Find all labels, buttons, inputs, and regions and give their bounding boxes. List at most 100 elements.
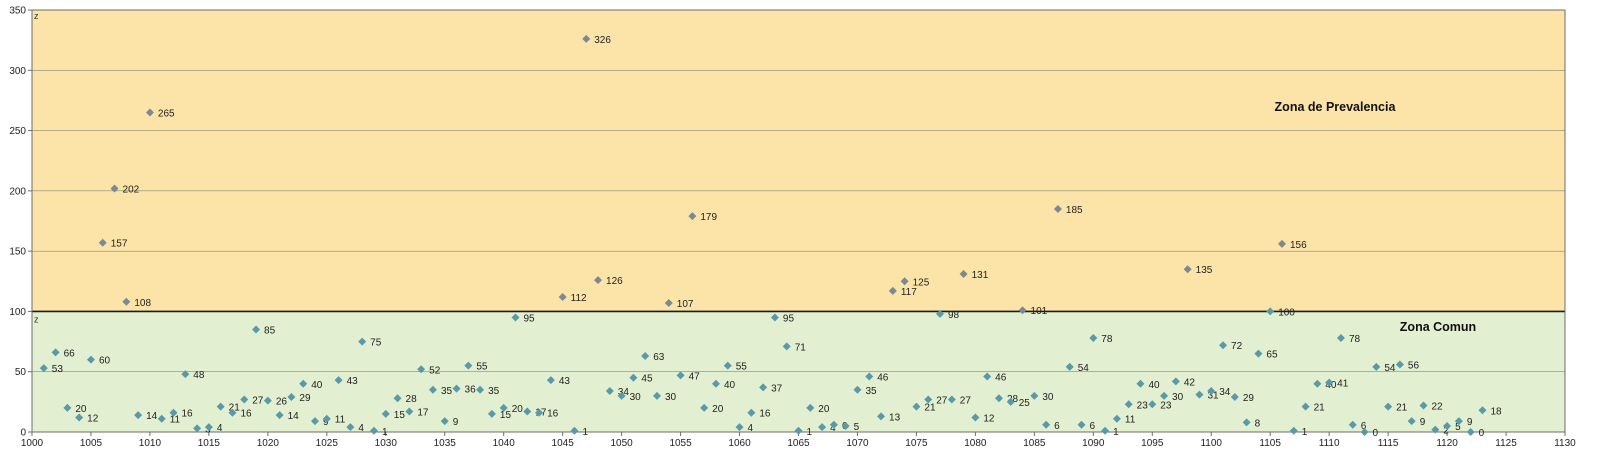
data-point (594, 276, 603, 285)
data-label: 71 (795, 342, 807, 353)
data-label: 21 (1396, 403, 1408, 414)
data-label: 11 (170, 415, 181, 426)
data-point (358, 337, 367, 346)
upper-zone-background (32, 10, 1565, 312)
data-label: 40 (724, 380, 736, 391)
data-point (1242, 418, 1251, 427)
data-point (983, 372, 992, 381)
data-label: 78 (1101, 334, 1113, 345)
data-point (1230, 393, 1239, 402)
data-point (1372, 362, 1381, 371)
data-point (193, 424, 202, 433)
data-label: 29 (1243, 393, 1255, 404)
y-tick-label: 0 (20, 428, 26, 439)
data-label: 100 (1278, 307, 1295, 318)
data-label: 16 (759, 409, 771, 420)
data-label: 46 (995, 373, 1007, 384)
data-label: 28 (406, 394, 418, 405)
data-point (688, 212, 697, 221)
data-label: 47 (689, 371, 701, 382)
data-label: 157 (111, 239, 128, 250)
data-point (664, 298, 673, 307)
data-point (924, 395, 933, 404)
x-tick-label: 1020 (257, 438, 280, 449)
data-point (641, 352, 650, 361)
data-label: 101 (1031, 306, 1048, 317)
data-label: 40 (1325, 380, 1337, 391)
data-point (334, 376, 343, 385)
data-point (1478, 406, 1487, 415)
data-label: 20 (75, 404, 87, 415)
data-label: 35 (441, 386, 453, 397)
data-point (452, 384, 461, 393)
data-label: 1 (582, 427, 588, 438)
data-point (1042, 420, 1051, 429)
data-label: 15 (394, 410, 406, 421)
y-tick-label: 200 (9, 186, 26, 197)
x-tick-label: 1065 (787, 438, 810, 449)
data-label: 52 (429, 365, 441, 376)
data-point (535, 408, 544, 417)
data-point (240, 395, 249, 404)
data-point (1112, 414, 1121, 423)
data-point (1065, 362, 1074, 371)
data-point (1325, 378, 1334, 387)
data-label: 9 (323, 417, 329, 428)
data-point (1136, 379, 1145, 388)
data-label: 265 (158, 108, 175, 119)
x-tick-label: 1115 (1378, 438, 1399, 449)
data-label: 11 (1125, 415, 1136, 426)
data-point (747, 408, 756, 417)
data-point (794, 426, 803, 435)
data-label: 6 (1361, 421, 1367, 432)
data-point (1443, 421, 1452, 430)
data-label: 35 (865, 386, 877, 397)
data-point (275, 411, 284, 420)
data-label: 26 (276, 397, 288, 408)
data-label: 95 (523, 313, 535, 324)
data-point (759, 383, 768, 392)
data-point (157, 414, 166, 423)
data-point (570, 426, 579, 435)
data-label: 5 (854, 422, 860, 433)
data-point (511, 313, 520, 322)
data-point (1006, 397, 1015, 406)
data-label: 179 (700, 212, 717, 223)
data-point (629, 373, 638, 382)
upper-zone-label: Zona de Prevalencia (1275, 100, 1397, 114)
data-label: 9 (453, 417, 459, 428)
data-label: 117 (901, 287, 917, 298)
data-point (912, 402, 921, 411)
data-label: 34 (1219, 387, 1231, 398)
data-label: 2 (1443, 426, 1449, 437)
data-label: 131 (972, 270, 989, 281)
data-point (1030, 391, 1039, 400)
data-point (1171, 377, 1180, 386)
data-label: 35 (488, 386, 500, 397)
data-point (1301, 402, 1310, 411)
data-label: 21 (924, 403, 936, 414)
data-label: 17 (417, 408, 429, 419)
data-point (51, 348, 60, 357)
data-point (1395, 360, 1404, 369)
data-point (652, 391, 661, 400)
x-tick-label: 1035 (434, 438, 457, 449)
data-point (393, 394, 402, 403)
data-label: 27 (252, 395, 264, 406)
data-label: 125 (913, 277, 930, 288)
data-point (1077, 420, 1086, 429)
data-label: 6 (1054, 421, 1060, 432)
data-label: 30 (630, 392, 642, 403)
x-tick-label: 1110 (1319, 438, 1340, 449)
data-label: 37 (771, 383, 783, 394)
data-point (1195, 390, 1204, 399)
data-label: 156 (1290, 240, 1307, 251)
data-point (558, 292, 567, 301)
x-tick-label: 1025 (316, 438, 339, 449)
data-label: 15 (500, 410, 512, 421)
data-label: 95 (783, 313, 795, 324)
data-point (617, 391, 626, 400)
data-point (39, 364, 48, 373)
data-label: 11 (335, 415, 346, 426)
data-point (1419, 401, 1428, 410)
